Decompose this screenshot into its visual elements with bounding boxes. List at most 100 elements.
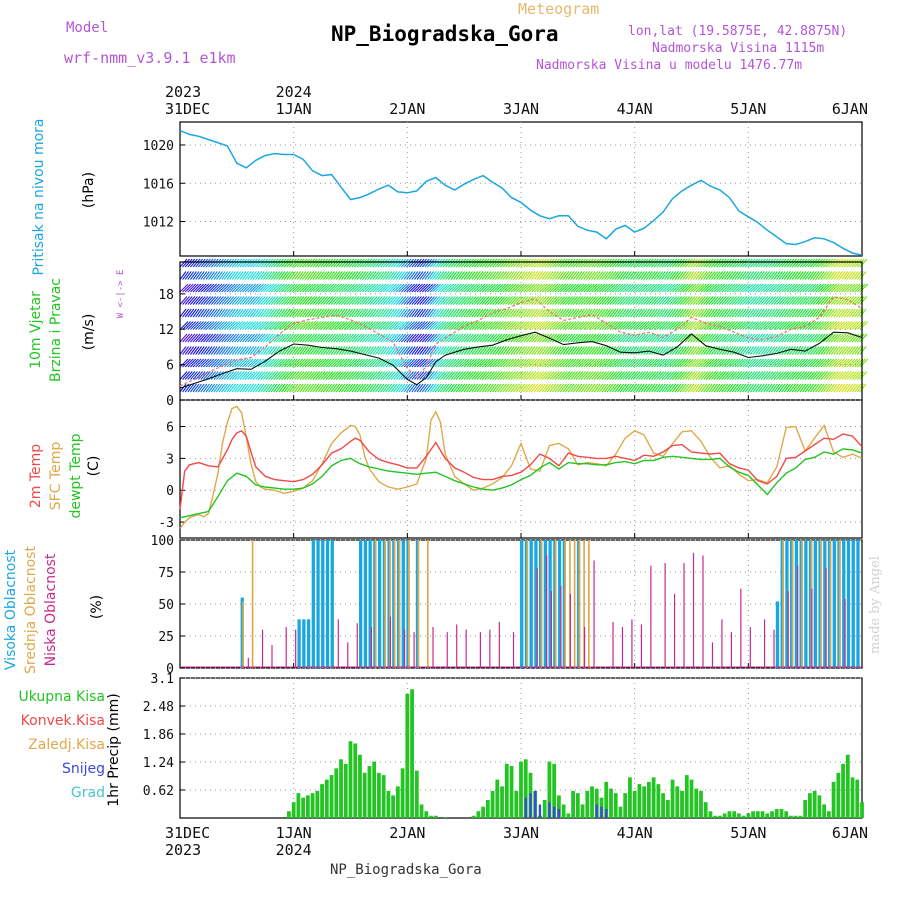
wind-barb xyxy=(783,333,792,343)
wind-barb xyxy=(252,271,260,280)
wind-barb xyxy=(807,333,816,343)
wind-barb xyxy=(612,358,621,368)
wind-barb xyxy=(619,333,628,343)
wind-barb xyxy=(411,358,421,368)
wind-barb xyxy=(536,296,545,305)
wind-barb xyxy=(479,308,486,318)
wind-barb xyxy=(216,371,224,380)
wind-barb xyxy=(520,308,528,318)
wind-barb xyxy=(286,283,296,293)
wind-barb xyxy=(429,321,439,330)
wind-barb xyxy=(752,308,760,318)
wind-barb xyxy=(690,258,698,268)
wind-barb xyxy=(429,333,438,343)
wind-barb xyxy=(294,321,304,330)
wind-barb xyxy=(843,346,851,355)
wind-barb xyxy=(317,308,325,318)
wind-barb xyxy=(731,321,741,330)
wind-barb xyxy=(432,271,440,280)
wind-barb xyxy=(546,333,555,343)
wind-barb xyxy=(671,358,681,368)
wind-barb xyxy=(580,346,588,355)
wind-barb xyxy=(544,358,554,368)
wind-barb xyxy=(627,346,635,355)
wind-barb xyxy=(635,321,645,330)
wind-barb xyxy=(268,308,276,318)
wind-barb xyxy=(262,371,271,380)
cloud-low-bar xyxy=(612,621,614,668)
wind-barb xyxy=(401,283,410,293)
wind-barb xyxy=(299,333,308,343)
cloud-high-bar xyxy=(297,619,301,668)
wind-barb xyxy=(614,283,624,293)
wind-barb xyxy=(632,383,640,393)
wind-barb xyxy=(442,283,452,293)
wind-barb xyxy=(776,296,784,305)
wind-barb xyxy=(684,308,692,318)
wind-barb xyxy=(783,296,792,305)
wind-barb xyxy=(559,283,569,293)
wind-barb xyxy=(635,371,644,380)
wind-barb xyxy=(440,258,448,268)
wind-barb xyxy=(822,271,830,280)
wind-barb xyxy=(455,383,463,393)
wind-barb xyxy=(763,333,771,343)
wind-barb xyxy=(260,358,270,368)
wind-barb xyxy=(299,271,307,280)
wind-barb xyxy=(638,346,645,355)
wind-barb xyxy=(356,308,364,318)
wind-barb xyxy=(335,383,343,393)
wind-barb xyxy=(747,346,755,355)
wind-barb xyxy=(591,321,600,330)
wind-barb xyxy=(359,321,369,330)
wind-barb xyxy=(307,258,316,268)
wind-barb xyxy=(724,296,732,305)
precip-total-bar xyxy=(675,786,680,818)
wind-barb xyxy=(367,271,374,280)
wind-barb xyxy=(539,258,547,268)
wind-barb xyxy=(552,383,559,393)
wind-barb xyxy=(278,383,286,393)
wind-barb xyxy=(580,271,588,280)
wind-barb xyxy=(572,346,580,355)
wind-barb xyxy=(638,358,647,368)
wind-barb xyxy=(809,296,818,305)
wind-barb xyxy=(718,283,728,293)
wind-barb xyxy=(312,333,321,343)
wind-barb xyxy=(450,271,458,280)
wind-barb xyxy=(309,271,317,280)
wind-barb xyxy=(499,371,508,380)
wind-barb xyxy=(393,296,402,305)
wind-barb xyxy=(364,296,373,305)
cloud-low-bar xyxy=(261,629,264,668)
wind-barb xyxy=(661,308,669,318)
wind-barb xyxy=(195,308,203,318)
wind-barb xyxy=(604,358,613,368)
wind-barb xyxy=(645,383,653,393)
wind-barb xyxy=(533,321,543,330)
wind-barb xyxy=(666,358,676,368)
wind-barb xyxy=(739,358,749,368)
wind-barb xyxy=(221,296,230,305)
cloud-high-bar xyxy=(548,540,552,668)
wind-barb xyxy=(432,258,441,268)
wind-barb xyxy=(262,283,272,293)
wind-barb xyxy=(393,271,401,280)
wind-barb xyxy=(338,383,346,393)
wind-barb xyxy=(815,308,823,318)
wind-barb xyxy=(598,271,606,280)
wind-barb xyxy=(231,321,241,330)
wind-barb xyxy=(567,383,575,393)
wind-barb xyxy=(218,358,228,368)
wind-barb xyxy=(622,346,630,355)
wind-barb xyxy=(473,271,481,280)
wind-barb xyxy=(507,296,516,305)
wind-barb xyxy=(796,271,804,280)
wind-barb xyxy=(726,271,734,280)
wind-barb xyxy=(473,283,483,293)
wind-barb xyxy=(492,371,500,380)
wind-barb xyxy=(510,296,519,305)
wind-barb xyxy=(184,333,193,343)
cloud-low-bar xyxy=(593,560,595,668)
cloud-high-bar xyxy=(321,540,325,668)
